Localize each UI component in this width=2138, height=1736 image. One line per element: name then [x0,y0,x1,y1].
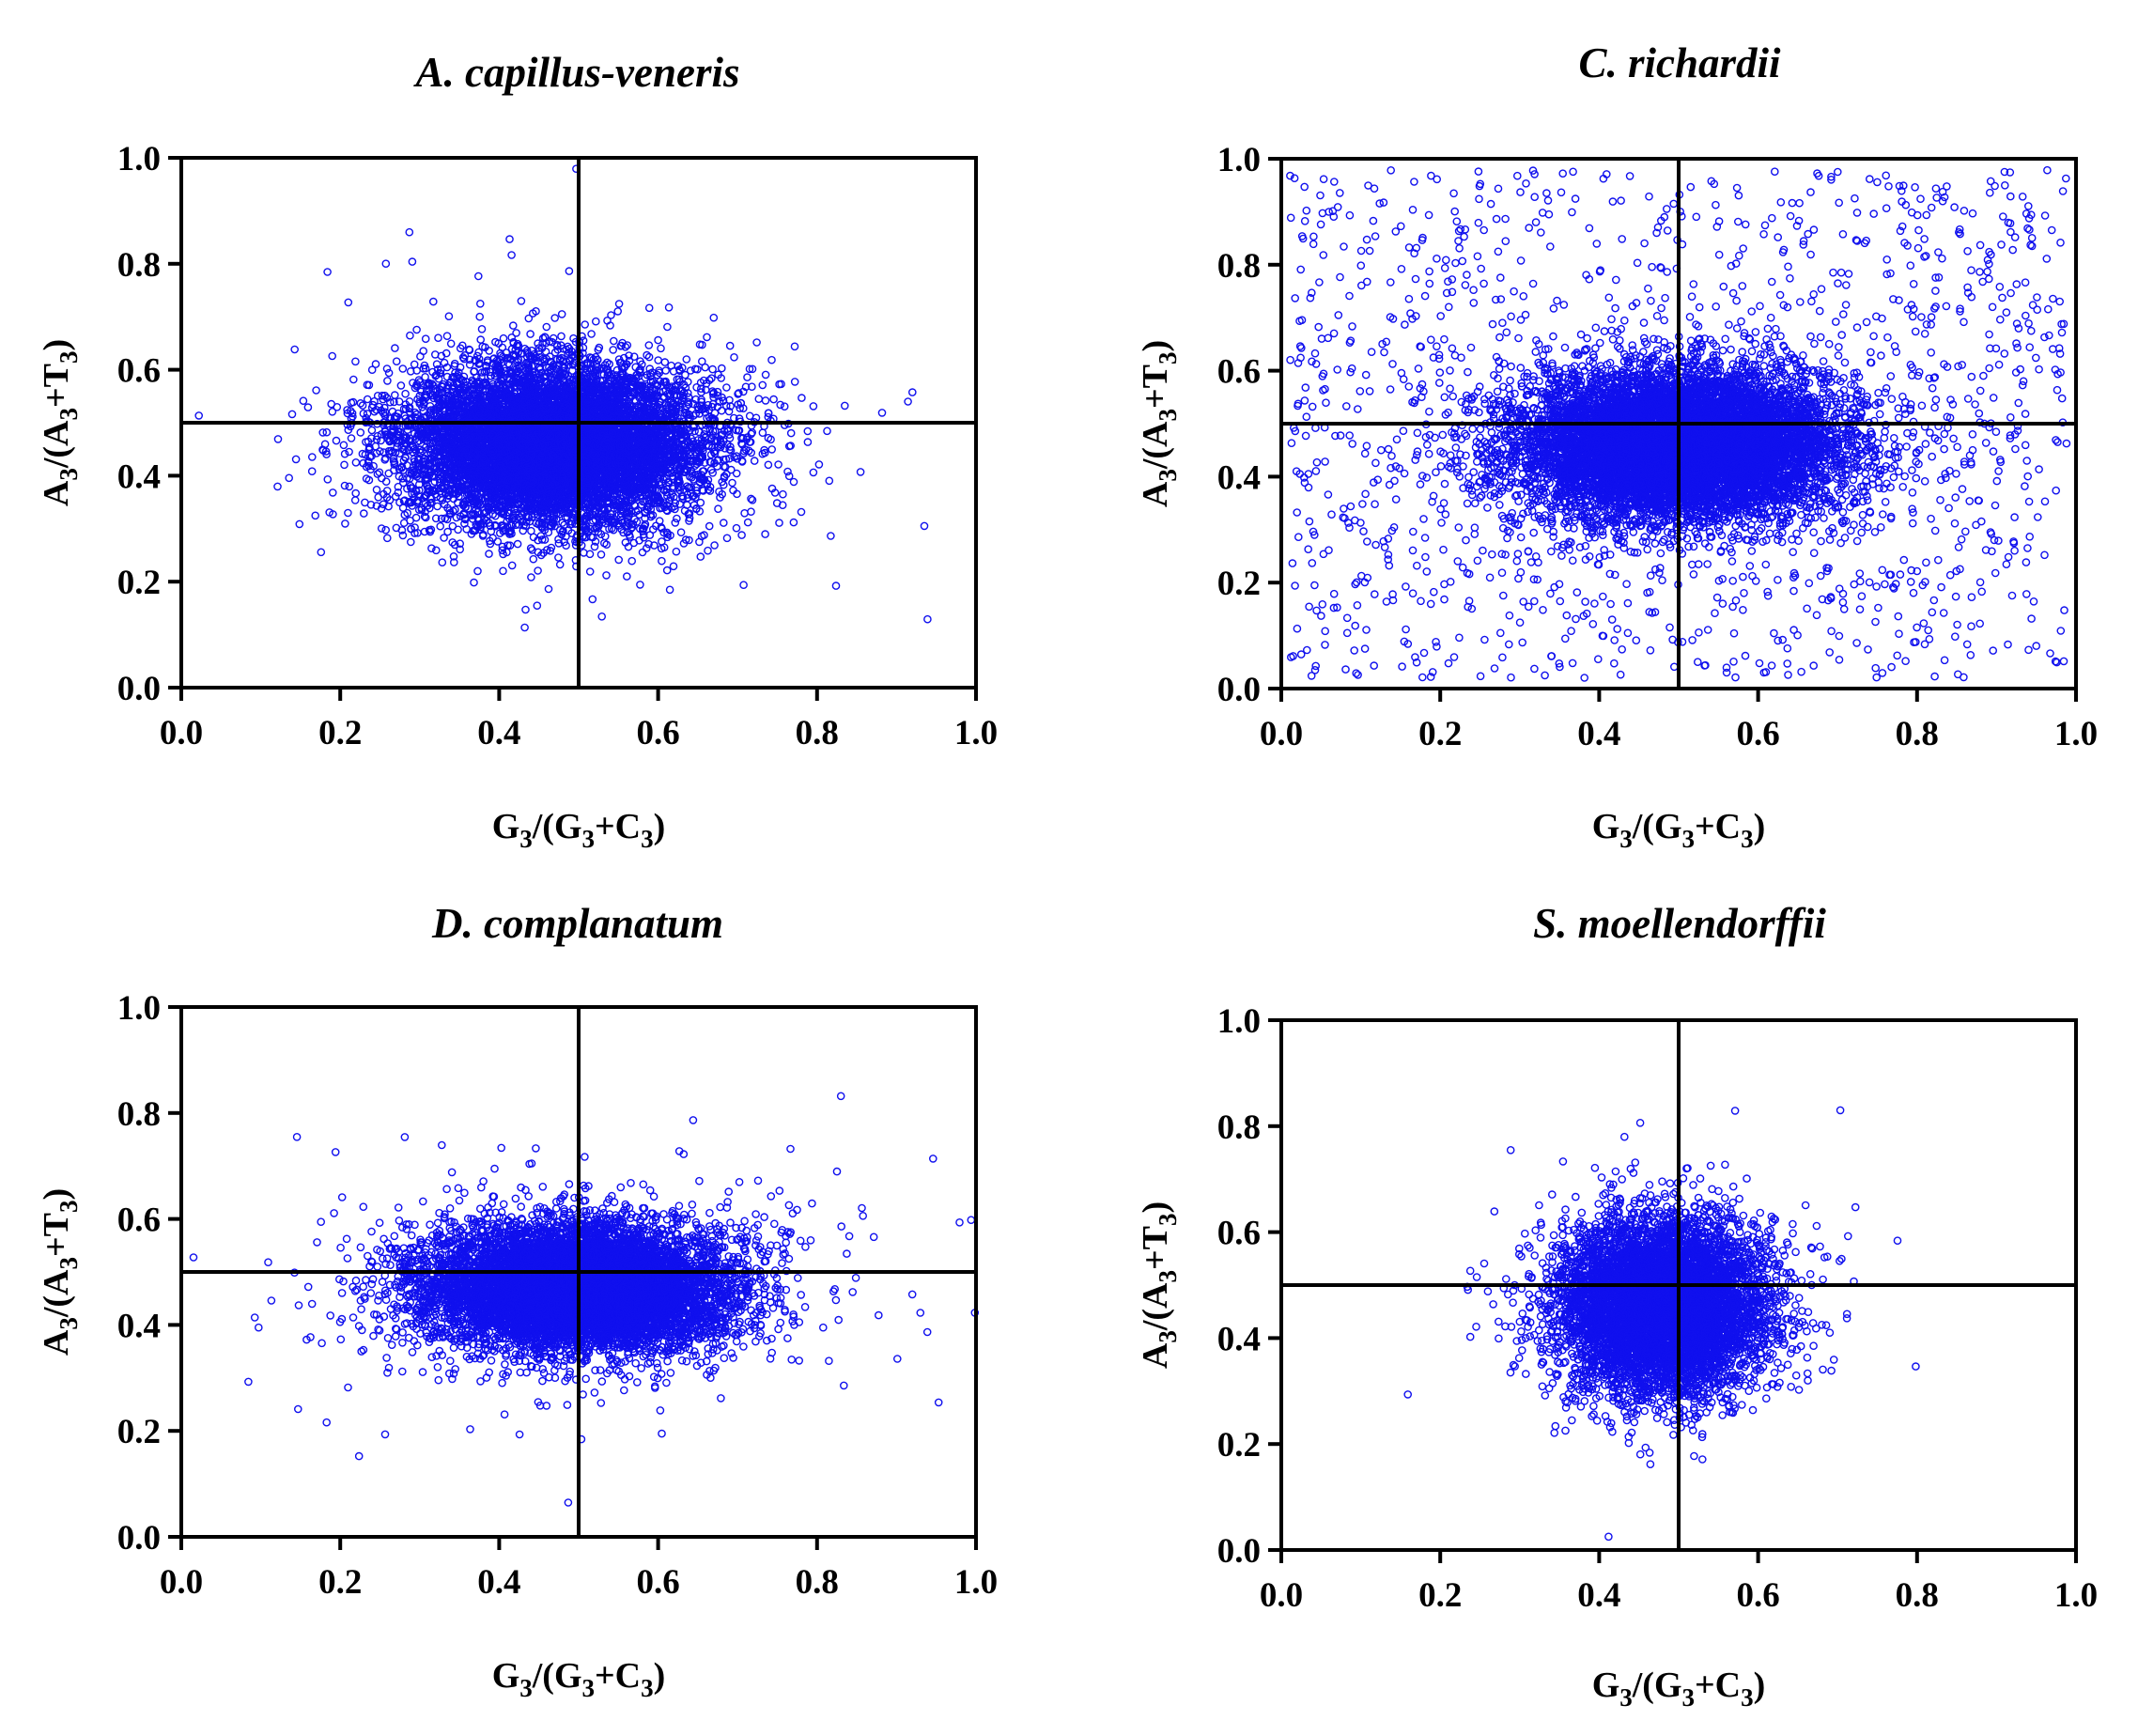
data-point [333,438,339,444]
data-point [408,538,414,545]
data-point [924,616,931,623]
data-point [510,322,517,329]
data-point [720,519,727,526]
panel-a-capillus-veneris: A. capillus-veneris 0.0 0.2 0.4 0.6 0.8 1.00.… [37,49,998,853]
data-point [751,457,758,464]
data-point [664,323,671,330]
data-point [345,299,351,305]
data-point [661,359,668,365]
data-point [581,321,588,328]
data-point [628,558,635,565]
data-point [406,229,412,236]
data-point [643,545,650,551]
data-point [508,252,515,258]
panel-title: A. capillus-veneris [413,49,740,96]
data-point [710,315,717,321]
figure: A. capillus-veneris 0.0 0.2 0.4 0.6 0.8 1.00.… [0,0,2138,1736]
data-point [518,298,524,304]
data-point [399,365,406,372]
data-point [445,313,452,319]
data-point [673,549,679,555]
data-point [527,331,534,337]
data-point [407,333,413,339]
data-point [666,304,673,311]
data-point [755,395,762,402]
data-point [551,315,558,321]
data-point [430,299,437,305]
data-point [804,439,811,445]
data-point [545,585,551,592]
data-point [384,535,391,541]
data-point [555,554,562,561]
data-point [733,525,739,532]
scatter-points [195,165,931,631]
